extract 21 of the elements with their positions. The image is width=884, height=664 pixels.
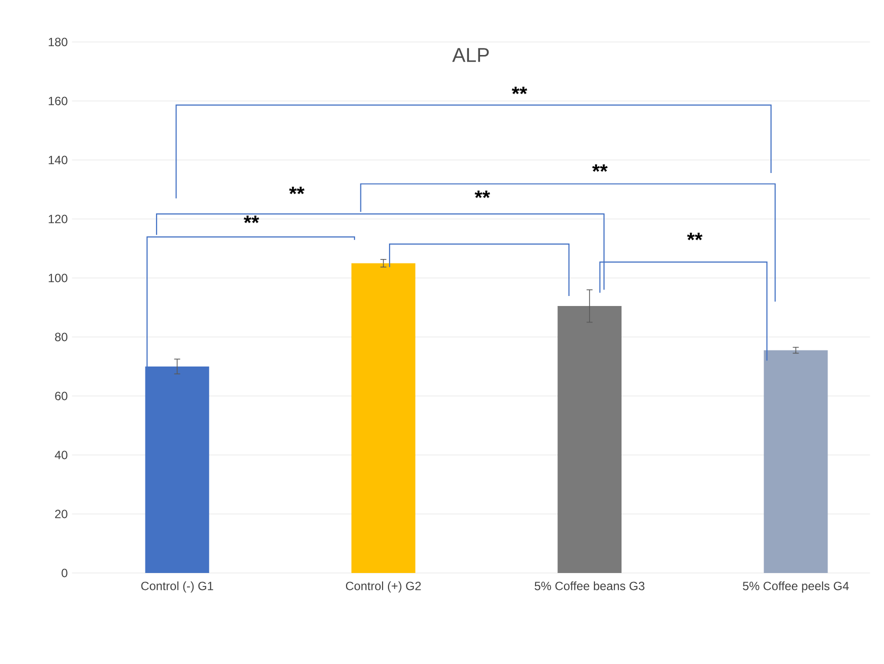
annotation: **: [592, 164, 608, 172]
annotation: **: [289, 186, 304, 194]
annotation: **: [244, 216, 260, 224]
y-tick-label: 20: [55, 510, 68, 518]
y-tick-label: 180: [48, 38, 68, 46]
y-tick-label: 120: [48, 214, 68, 224]
y-tick-label: 140: [48, 156, 68, 164]
y-tick-label: 160: [48, 96, 68, 106]
x-tick-label: 5% Coffee beans G3: [534, 581, 644, 590]
x-tick-label: Control (-) G1: [141, 581, 214, 593]
y-tick-label: 80: [55, 332, 68, 342]
x-tick-label: 5% Coffee peels G4: [742, 581, 849, 593]
annotation: **: [474, 190, 490, 198]
annotation: **: [687, 232, 702, 240]
y-tick-label: 60: [55, 392, 68, 400]
y-tick-label: 40: [54, 450, 68, 460]
y-tick-label: 0: [62, 568, 68, 578]
y-tick-label: 100: [48, 274, 68, 282]
annotation: **: [512, 86, 528, 94]
x-tick-label: Control (+) G2: [346, 581, 421, 593]
chart-title: ALP: [452, 48, 489, 62]
